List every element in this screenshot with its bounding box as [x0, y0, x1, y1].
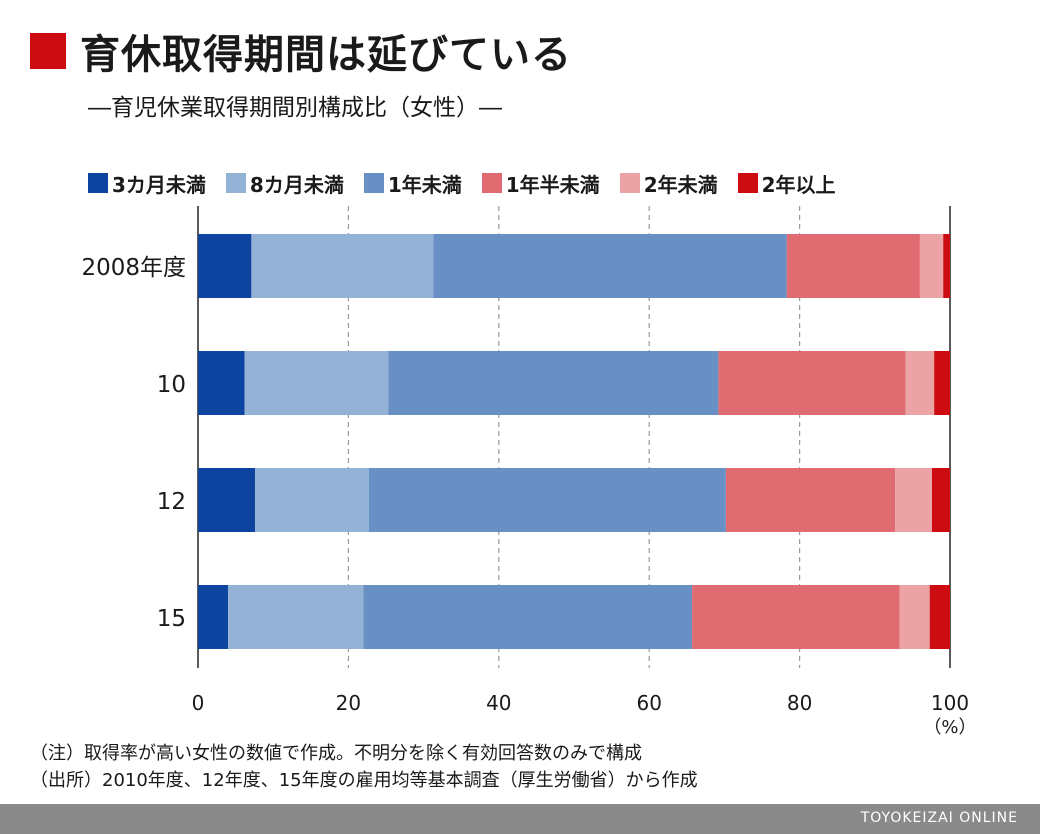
- bar-segment: [244, 351, 389, 415]
- category-label: 2008年度: [81, 255, 186, 281]
- bar-segment: [251, 234, 434, 298]
- bar-segment: [725, 468, 896, 532]
- bar-segment: [433, 234, 787, 298]
- bar-segment: [943, 234, 950, 298]
- notes: （注）取得率が高い女性の数値で作成。不明分を除く有効回答数のみで構成 （出所）2…: [30, 740, 698, 794]
- x-tick-label: 20: [336, 691, 361, 715]
- chart-title: 育休取得期間は延びている: [80, 32, 572, 78]
- legend-label: 8カ月未満: [249, 172, 344, 197]
- bar-segment: [363, 585, 693, 649]
- x-tick-label: 0: [192, 691, 205, 715]
- legend-item: 2年未満: [619, 169, 718, 198]
- stacked-bar-chart: 2008年度 10 12 15 0 20 40 60 80 100（%）: [81, 206, 977, 738]
- footer-bar: TOYOKEIZAI ONLINE: [0, 804, 1040, 834]
- x-tick-label: 40: [486, 691, 511, 715]
- category-label: 12: [157, 489, 186, 515]
- category-label: 10: [157, 372, 186, 398]
- legend-item: 8カ月未満: [225, 169, 344, 198]
- legend-item: 3カ月未満: [88, 169, 206, 198]
- legend-item: 1年半未満: [481, 169, 600, 198]
- legend-label: 2年以上: [761, 172, 836, 197]
- bar-segment: [198, 351, 245, 415]
- title-marker: [30, 33, 66, 69]
- bar-segment: [905, 351, 935, 415]
- legend-swatch: [88, 173, 108, 193]
- bar-segment: [895, 468, 932, 532]
- x-unit-label: （%）: [923, 717, 976, 738]
- legend: 3カ月未満 8カ月未満 1年未満 1年半未満 2年未満 2年以上: [88, 168, 856, 198]
- legend-label: 2年未満: [643, 172, 718, 197]
- bar-segment: [255, 468, 369, 532]
- bar-segment: [919, 234, 944, 298]
- bar-segment: [718, 351, 906, 415]
- legend-swatch: [225, 173, 246, 193]
- legend-item: 2年以上: [737, 169, 836, 198]
- bar-segment: [899, 585, 930, 649]
- legend-swatch: [481, 173, 502, 193]
- bar-segment: [198, 585, 229, 649]
- legend-item: 1年未満: [363, 169, 462, 198]
- legend-swatch: [363, 173, 384, 193]
- bar-segment: [228, 585, 364, 649]
- bar-segment: [198, 234, 252, 298]
- bar-segment: [929, 585, 950, 649]
- legend-label: 1年半未満: [505, 172, 600, 197]
- bar-segment: [388, 351, 719, 415]
- source-text: （出所）2010年度、12年度、15年度の雇用均等基本調査（厚生労働省）から作成: [30, 770, 698, 791]
- x-tick-label: 80: [787, 691, 812, 715]
- bar-segment: [934, 351, 950, 415]
- legend-swatch: [619, 173, 640, 193]
- footer-brand: TOYOKEIZAI ONLINE: [860, 810, 1018, 826]
- legend-label: 1年未満: [387, 172, 462, 197]
- legend-label: 3カ月未満: [112, 172, 206, 197]
- bar-segment: [931, 468, 950, 532]
- legend-swatch: [737, 173, 758, 193]
- x-tick-label: 100: [931, 691, 969, 715]
- x-tick-label: 60: [636, 691, 661, 715]
- bar-segment: [692, 585, 900, 649]
- chart-subtitle: ―育児休業取得期間別構成比（女性）―: [88, 95, 502, 121]
- bar-segment: [368, 468, 726, 532]
- category-label: 15: [157, 606, 186, 632]
- title-row: 育休取得期間は延びている: [30, 26, 572, 78]
- bar-segment: [198, 468, 256, 532]
- note-text: （注）取得率が高い女性の数値で作成。不明分を除く有効回答数のみで構成: [30, 743, 642, 764]
- bar-segment: [786, 234, 920, 298]
